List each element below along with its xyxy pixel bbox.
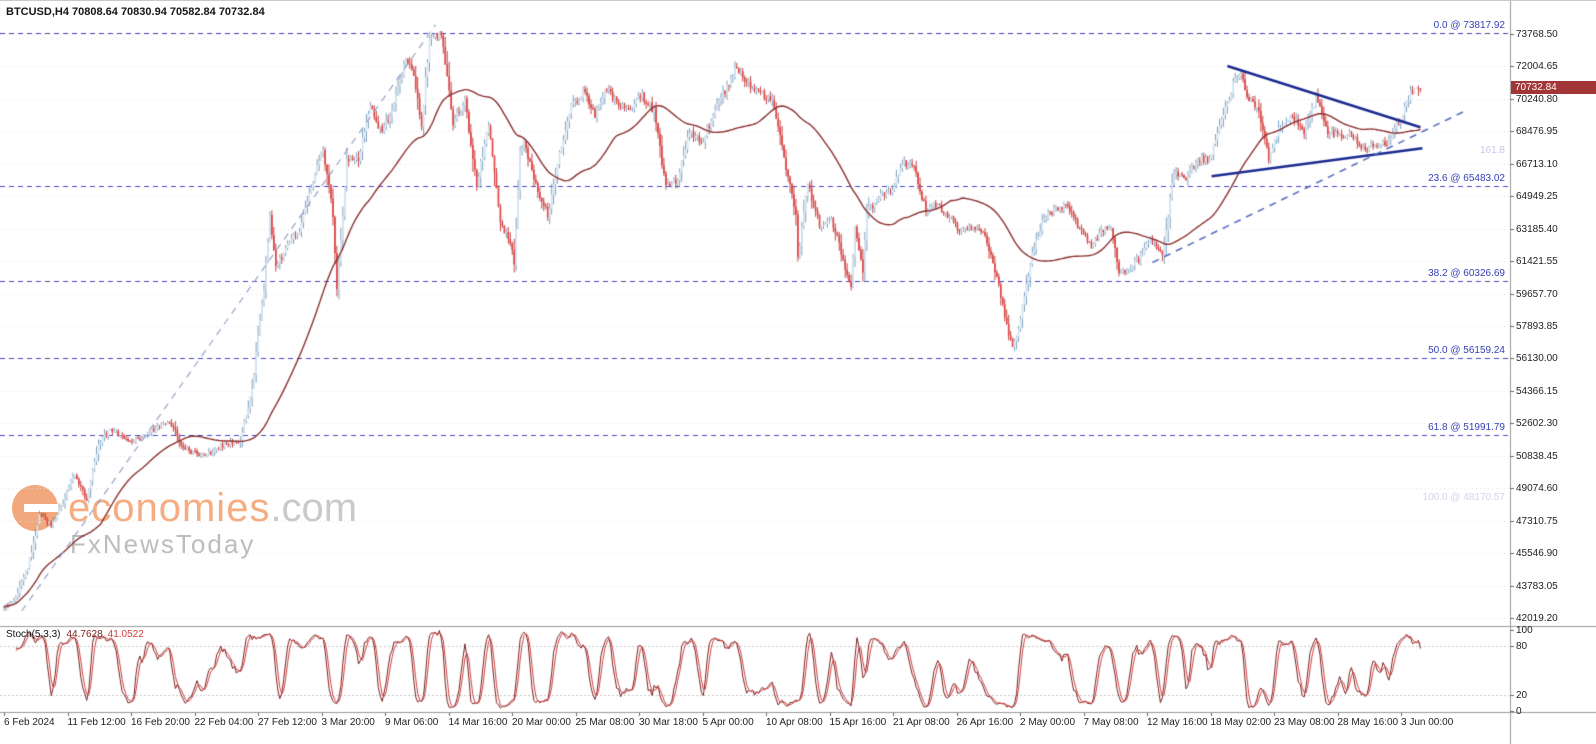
time-axis-label: 10 Apr 08:00: [766, 717, 823, 728]
price-axis-label: 42019.20: [1516, 613, 1558, 624]
price-axis-label: 59657.70: [1516, 288, 1558, 300]
time-axis-label: 11 Feb 12:00: [67, 717, 126, 728]
time-axis-label: 21 Apr 08:00: [893, 717, 950, 728]
price-axis-label: 45546.90: [1516, 548, 1558, 560]
time-axis-label: 15 Apr 16:00: [829, 717, 887, 728]
oscillator-scale-label: 20: [1516, 689, 1528, 701]
time-axis-label: 27 Feb 12:00: [258, 717, 317, 728]
price-axis-label: 73768.50: [1516, 29, 1558, 40]
oscillator-scale-label: 0: [1516, 706, 1522, 717]
fib-level-label: 23.6 @ 65483.02: [1428, 173, 1505, 185]
time-axis-label: 23 May 08:00: [1274, 717, 1335, 728]
time-axis-label: 26 Apr 16:00: [956, 717, 1014, 728]
faint-fib-label: 100.0 @ 48170.57: [1422, 491, 1505, 503]
time-axis-label: 3 Mar 20:00: [321, 717, 375, 728]
indicator-value-signal: 41.0522: [107, 629, 144, 640]
indicator-name: Stoch(5,3,3): [6, 629, 61, 640]
time-axis-label: 18 May 02:00: [1210, 717, 1272, 728]
time-axis[interactable]: 6 Feb 2024 11 Feb 12:00 16 Feb 20:00 22 Feb…: [0, 713, 1510, 744]
price-axis-label: 56130.00: [1516, 353, 1558, 365]
price-axis-label: 63185.40: [1516, 223, 1558, 235]
price-axis-label: 49074.60: [1516, 483, 1558, 495]
time-axis-label: 28 May 16:00: [1337, 717, 1399, 728]
time-axis-label: 20 Mar 00:00: [512, 717, 571, 728]
indicator-title-row: Stoch(5,3,3) 44.7628 41.0522: [6, 629, 144, 640]
time-axis-label: 6 Feb 2024: [4, 717, 55, 728]
price-axis-label: 43783.05: [1516, 580, 1558, 592]
symbol-ohlc-title: BTCUSD,H4 70808.64 70830.94 70582.84 707…: [6, 6, 265, 18]
time-axis-label: 16 Feb 20:00: [131, 717, 190, 728]
oscillator-scale-label: 100: [1516, 625, 1533, 636]
price-axis-label: 57893.85: [1516, 321, 1558, 332]
time-axis-label: 25 Mar 08:00: [575, 717, 635, 728]
price-axis-label: 66713.10: [1516, 158, 1558, 170]
oscillator-scale-label: 80: [1516, 641, 1528, 653]
price-axis-label: 47310.75: [1516, 515, 1558, 527]
fib-level-label: 61.8 @ 51991.79: [1428, 421, 1505, 433]
time-axis-label: 12 May 16:00: [1147, 717, 1208, 728]
faint-fib-label: 161.8: [1479, 145, 1505, 156]
fib-level-label: 0.0 @ 73817.92: [1433, 20, 1505, 32]
time-axis-label: 5 Apr 00:00: [702, 717, 754, 728]
price-axis-label: 68476.95: [1516, 126, 1558, 138]
price-axis-label: 61421.55: [1516, 256, 1558, 268]
time-axis-label: 14 Mar 16:00: [448, 717, 508, 728]
price-axis-label: 50838.45: [1516, 450, 1558, 462]
price-axis-label: 64949.25: [1516, 191, 1558, 203]
time-axis-label: 3 Jun 00:00: [1401, 717, 1454, 728]
price-axis-label: 54366.15: [1516, 385, 1558, 397]
price-axis[interactable]: 73768.50 72004.65 70240.80 68476.95 66713.10…: [1510, 1, 1596, 744]
fib-level-label: 50.0 @ 56159.24: [1428, 344, 1505, 356]
current-price-tag: 70732.84: [1511, 80, 1596, 94]
time-axis-label: 22 Feb 04:00: [194, 717, 254, 728]
indicator-value-main: 44.7628: [66, 629, 103, 640]
price-axis-label: 72004.65: [1516, 61, 1558, 73]
time-axis-label: 9 Mar 06:00: [385, 717, 439, 728]
fib-level-label: 38.2 @ 60326.69: [1428, 268, 1505, 280]
time-axis-label: 30 Mar 18:00: [639, 717, 698, 728]
time-axis-label: 2 May 00:00: [1020, 717, 1076, 728]
time-axis-label: 7 May 08:00: [1083, 717, 1139, 728]
price-axis-label: 52602.30: [1516, 418, 1558, 430]
price-axis-label: 70240.80: [1516, 93, 1558, 105]
